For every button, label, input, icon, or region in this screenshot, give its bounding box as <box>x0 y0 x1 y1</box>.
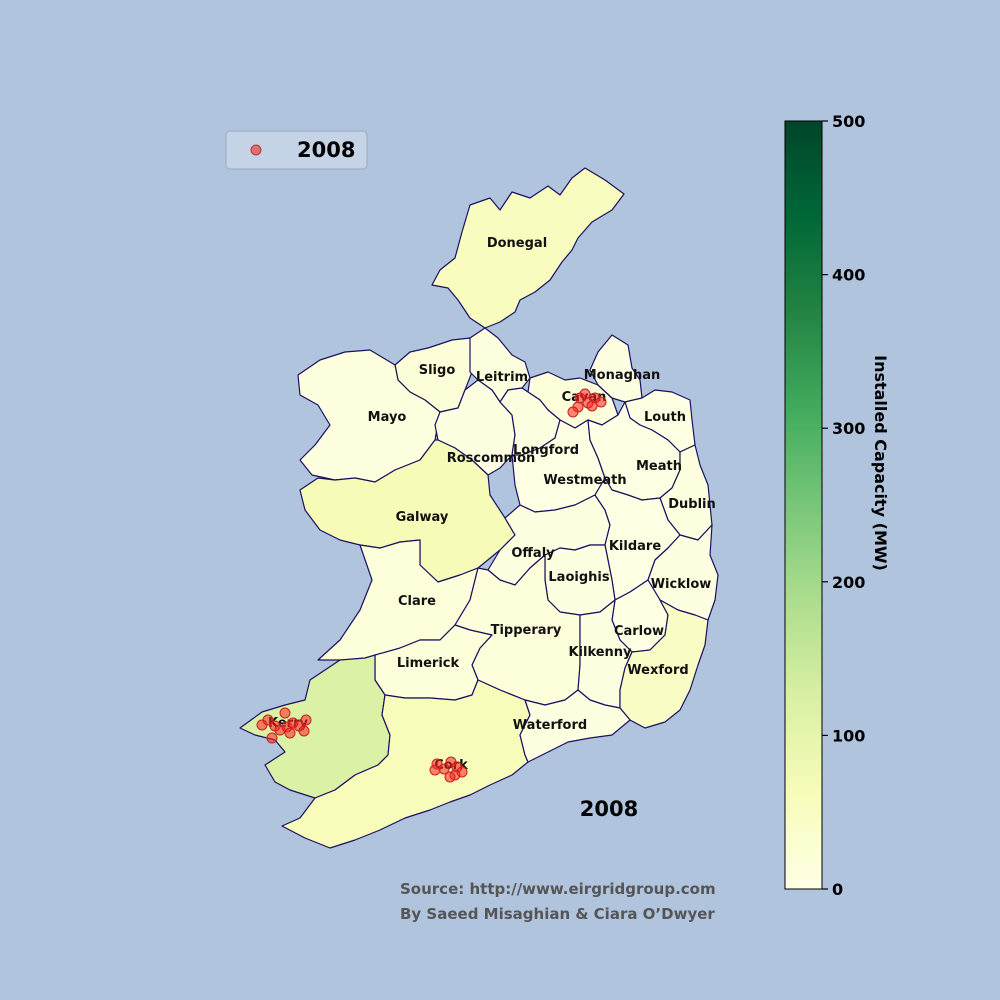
county-label-sligo: Sligo <box>419 363 456 378</box>
colorbar-tick-label: 200 <box>832 573 865 592</box>
county-label-galway: Galway <box>396 510 449 525</box>
marker-dot <box>262 714 274 726</box>
source-text: Source: http://www.eirgridgroup.com <box>400 880 716 898</box>
marker-dot <box>298 725 310 737</box>
county-label-meath: Meath <box>636 459 682 474</box>
wind-farm-markers <box>256 388 607 783</box>
marker-dot <box>444 771 456 783</box>
colorbar-tick-label: 0 <box>832 880 843 899</box>
marker-dot <box>284 727 296 739</box>
county-cork <box>281 679 531 849</box>
credit-text: By Saeed Misaghian & Ciara O’Dwyer <box>400 905 715 923</box>
colorbar: 0 100 200 300 400 500 Installed Capacity (MW) <box>784 112 890 899</box>
legend-box <box>225 130 368 170</box>
year-label: 2008 <box>580 797 638 821</box>
colorbar-tick-label: 300 <box>832 419 865 438</box>
colorbar-tick-label: 100 <box>832 726 865 745</box>
county-label-mayo: Mayo <box>368 410 407 425</box>
county-labels: Donegal Sligo Leitrim Mayo Cavan Monagha… <box>268 236 716 773</box>
colorbar-label: Installed Capacity (MW) <box>871 355 890 571</box>
county-label-leitrim: Leitrim <box>476 370 528 385</box>
county-label-laoighis: Laoighis <box>548 570 609 585</box>
marker-dot <box>266 732 278 744</box>
colorbar-ticks: 0 100 200 300 400 500 <box>822 112 865 899</box>
county-label-roscommon: Roscommon <box>447 451 536 466</box>
marker-dot <box>579 388 591 400</box>
marker-dot <box>429 764 441 776</box>
county-layer <box>239 167 719 849</box>
county-label-westmeath: Westmeath <box>543 473 626 488</box>
county-label-offaly: Offaly <box>511 546 555 561</box>
county-label-tipperary: Tipperary <box>491 623 562 638</box>
county-label-limerick: Limerick <box>397 656 460 671</box>
legend-marker-dot <box>250 144 262 156</box>
legend: 2008 <box>225 130 368 170</box>
county-label-monaghan: Monaghan <box>584 368 660 383</box>
marker-dot <box>567 406 579 418</box>
marker-dot <box>595 396 607 408</box>
county-wexford <box>619 599 709 729</box>
county-label-louth: Louth <box>644 410 686 425</box>
county-label-donegal: Donegal <box>487 236 547 251</box>
county-label-kildare: Kildare <box>609 539 661 554</box>
county-label-clare: Clare <box>398 594 436 609</box>
county-donegal <box>431 167 625 329</box>
county-label-dublin: Dublin <box>668 497 716 512</box>
colorbar-gradient <box>784 120 823 890</box>
county-label-wicklow: Wicklow <box>651 577 712 592</box>
county-label-longford: Longford <box>513 443 579 458</box>
colorbar-tick-label: 400 <box>832 266 865 285</box>
county-label-carlow: Carlow <box>614 624 664 639</box>
marker-dot <box>300 714 312 726</box>
county-waterford <box>519 689 631 763</box>
marker-dot <box>279 707 291 719</box>
county-label-kilkenny: Kilkenny <box>568 645 632 660</box>
colorbar-tick-label: 500 <box>832 112 865 131</box>
legend-label: 2008 <box>297 138 355 162</box>
marker-dot <box>586 400 598 412</box>
county-label-wexford: Wexford <box>627 663 688 678</box>
county-label-waterford: Waterford <box>513 718 587 733</box>
